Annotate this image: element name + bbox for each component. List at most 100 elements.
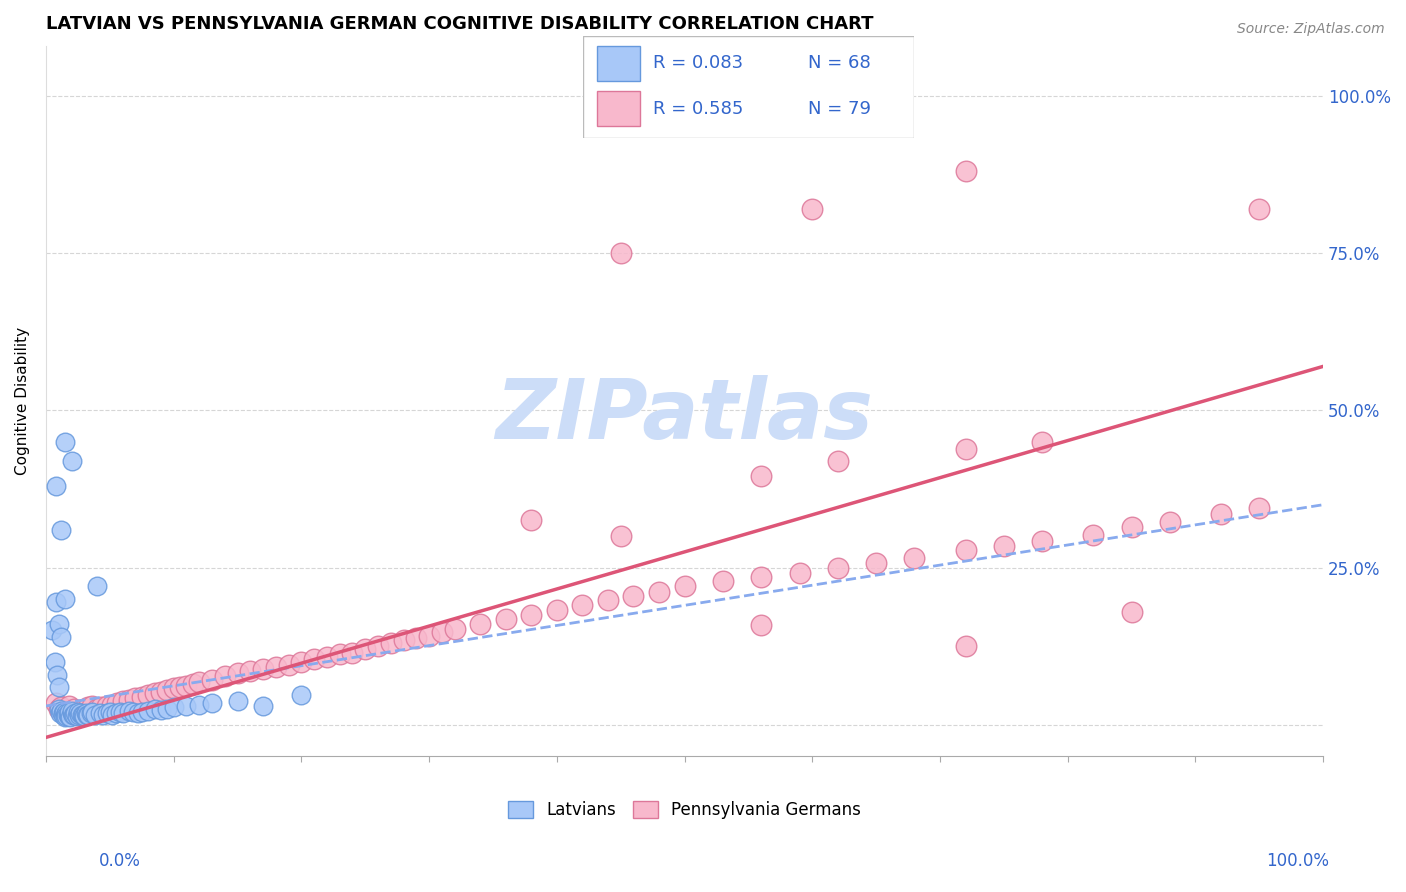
Point bbox=[111, 706, 134, 721]
Point bbox=[181, 677, 204, 691]
Point bbox=[201, 673, 224, 687]
Point bbox=[789, 566, 811, 580]
Point bbox=[571, 599, 593, 613]
Point bbox=[470, 617, 492, 632]
Point bbox=[176, 679, 198, 693]
Point bbox=[60, 704, 83, 718]
Point bbox=[749, 618, 772, 632]
Point bbox=[520, 607, 543, 622]
Point bbox=[430, 624, 453, 639]
Point bbox=[673, 579, 696, 593]
Point bbox=[63, 702, 86, 716]
Point bbox=[252, 663, 274, 677]
Text: N = 68: N = 68 bbox=[808, 54, 870, 72]
Point bbox=[45, 696, 67, 710]
Point bbox=[73, 709, 96, 723]
Point bbox=[290, 688, 312, 702]
Point bbox=[45, 595, 67, 609]
Point bbox=[79, 706, 101, 721]
Point bbox=[546, 603, 568, 617]
Point bbox=[495, 612, 517, 626]
Point bbox=[443, 622, 465, 636]
Point bbox=[1121, 605, 1143, 619]
Point bbox=[48, 680, 70, 694]
Point bbox=[865, 556, 887, 570]
Point bbox=[75, 706, 97, 721]
Point bbox=[1209, 507, 1232, 521]
Point bbox=[955, 164, 977, 178]
Point bbox=[41, 624, 63, 638]
Point bbox=[1031, 434, 1053, 449]
Point bbox=[67, 707, 90, 722]
Point bbox=[66, 705, 89, 719]
Point bbox=[48, 702, 70, 716]
Point bbox=[65, 709, 87, 723]
Bar bbox=[596, 45, 640, 81]
Point bbox=[596, 593, 619, 607]
Point bbox=[354, 642, 377, 657]
Point bbox=[121, 705, 143, 719]
Point bbox=[77, 700, 100, 714]
Point bbox=[52, 707, 75, 722]
Point bbox=[69, 706, 91, 721]
Point bbox=[1083, 528, 1105, 542]
Point bbox=[49, 706, 72, 721]
Point bbox=[76, 707, 98, 722]
Point bbox=[55, 706, 77, 721]
Text: 100.0%: 100.0% bbox=[1265, 852, 1329, 870]
Point bbox=[149, 703, 172, 717]
Point bbox=[993, 539, 1015, 553]
Point bbox=[342, 646, 364, 660]
Point bbox=[239, 665, 262, 679]
Point bbox=[827, 453, 849, 467]
Point bbox=[955, 543, 977, 558]
Text: R = 0.083: R = 0.083 bbox=[652, 54, 742, 72]
Point bbox=[711, 574, 734, 589]
Point bbox=[93, 707, 115, 722]
Point bbox=[226, 694, 249, 708]
Point bbox=[903, 551, 925, 566]
Point bbox=[62, 707, 84, 722]
Y-axis label: Cognitive Disability: Cognitive Disability bbox=[15, 326, 30, 475]
Point bbox=[801, 202, 824, 216]
Text: LATVIAN VS PENNSYLVANIA GERMAN COGNITIVE DISABILITY CORRELATION CHART: LATVIAN VS PENNSYLVANIA GERMAN COGNITIVE… bbox=[46, 15, 873, 33]
Point bbox=[127, 706, 149, 721]
Legend: Latvians, Pennsylvania Germans: Latvians, Pennsylvania Germans bbox=[502, 795, 868, 826]
Point bbox=[290, 655, 312, 669]
Point bbox=[111, 694, 134, 708]
Point bbox=[163, 681, 186, 696]
Point bbox=[60, 453, 83, 467]
Point bbox=[51, 523, 73, 537]
Point bbox=[623, 589, 645, 603]
Point bbox=[80, 705, 103, 719]
Point bbox=[53, 434, 76, 449]
Point bbox=[46, 667, 69, 681]
Point bbox=[66, 705, 89, 719]
Point bbox=[70, 704, 93, 718]
Text: Source: ZipAtlas.com: Source: ZipAtlas.com bbox=[1237, 22, 1385, 37]
Point bbox=[48, 617, 70, 632]
Point bbox=[156, 683, 179, 698]
Point bbox=[65, 706, 87, 721]
Point bbox=[53, 704, 76, 718]
Point bbox=[101, 698, 124, 712]
Point bbox=[72, 707, 94, 722]
Point bbox=[169, 680, 191, 694]
Point bbox=[53, 708, 76, 723]
Point bbox=[96, 698, 118, 713]
Point bbox=[648, 584, 671, 599]
Text: N = 79: N = 79 bbox=[808, 100, 872, 118]
Point bbox=[52, 706, 75, 721]
Point bbox=[609, 246, 631, 260]
Point bbox=[51, 630, 73, 644]
Point bbox=[149, 685, 172, 699]
Point bbox=[609, 529, 631, 543]
Point bbox=[70, 708, 93, 723]
Point bbox=[520, 513, 543, 527]
Point bbox=[131, 690, 153, 704]
Point bbox=[418, 628, 440, 642]
Text: R = 0.585: R = 0.585 bbox=[652, 100, 744, 118]
FancyBboxPatch shape bbox=[583, 36, 914, 138]
Point bbox=[136, 704, 159, 718]
Point bbox=[77, 708, 100, 723]
